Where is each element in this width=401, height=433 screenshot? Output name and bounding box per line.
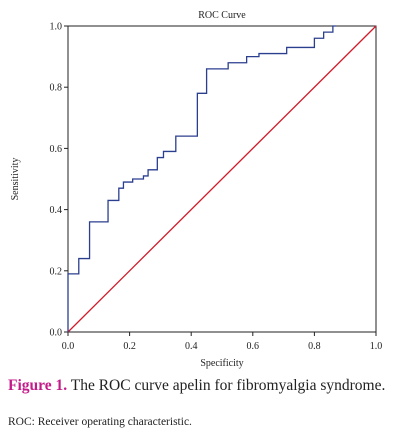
y-tick-label: 0.4 [50, 205, 63, 216]
figure-caption-text: The ROC curve apelin for fibromyalgia sy… [67, 377, 386, 394]
chart-title: ROC Curve [198, 10, 246, 21]
y-tick-label: 0.0 [50, 328, 63, 339]
series-layer [67, 25, 377, 333]
x-tick-label: 0.2 [123, 341, 136, 352]
x-axis-label: Specificity [200, 358, 243, 369]
x-tick-label: 0.0 [62, 341, 75, 352]
x-tick-label: 1.0 [370, 341, 383, 352]
reference-diagonal-line [67, 25, 377, 333]
y-axis-label: Sensitivity [10, 158, 21, 201]
x-tick-label: 0.4 [185, 341, 198, 352]
y-axis-ticks: 0.0 0.2 0.4 0.6 0.8 1.0 [50, 22, 68, 339]
y-tick-label: 0.2 [50, 266, 63, 277]
y-tick-label: 0.6 [50, 144, 63, 155]
figure-label: Figure 1. [8, 377, 68, 394]
roc-curve-line [67, 25, 336, 332]
roc-chart: ROC Curve 0.00.20.40.60.81.0 0.0 0.2 0.4 0.… [10, 10, 383, 369]
y-tick-label: 0.8 [50, 83, 63, 94]
caption-note: ROC: Receiver operating characteristic. [8, 416, 192, 428]
x-tick-label: 0.6 [247, 341, 260, 352]
x-axis-ticks: 0.0 0.2 0.4 0.6 0.8 1.0 [62, 332, 383, 352]
y-tick-label: 1.0 [50, 22, 63, 33]
x-tick-label: 0.8 [308, 341, 321, 352]
figure-caption: Figure 1. The ROC curve apelin for fibro… [8, 377, 393, 394]
plot-frame [67, 25, 377, 333]
